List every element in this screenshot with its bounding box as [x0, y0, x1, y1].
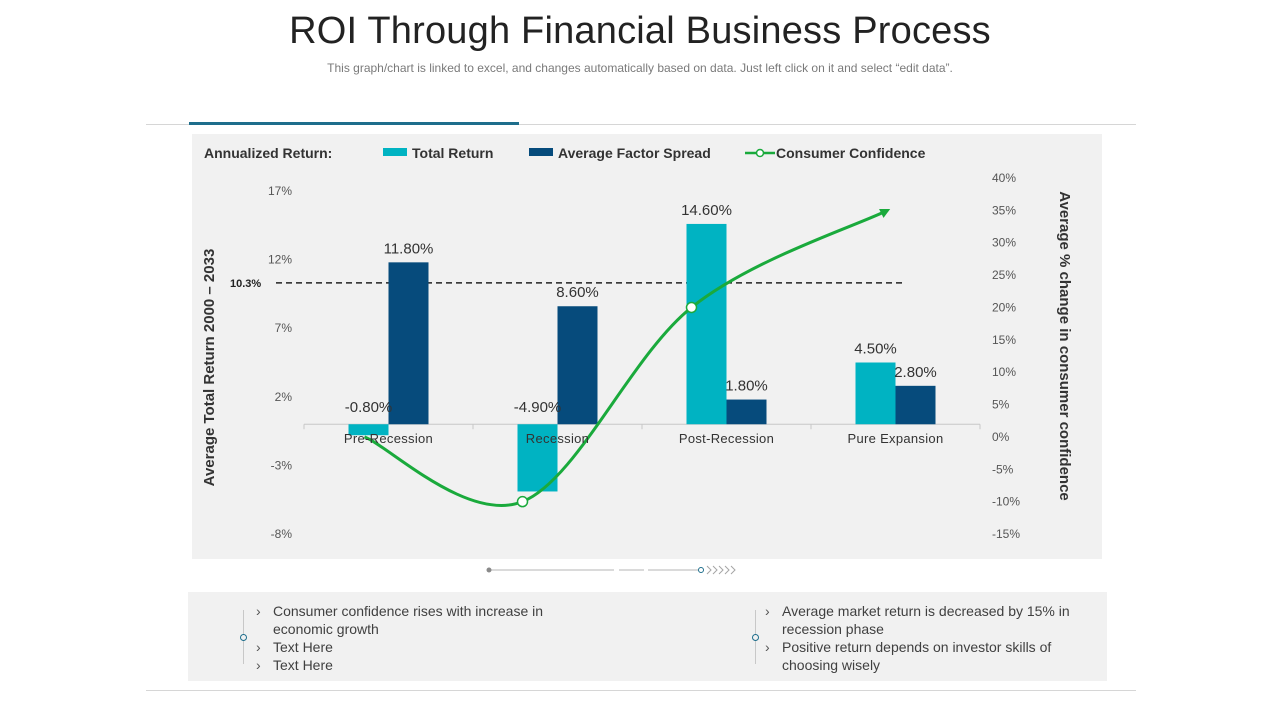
bar — [855, 362, 896, 425]
line-point — [516, 495, 529, 508]
bar-value-label: 4.50% — [854, 341, 897, 358]
confidence-line-group — [363, 208, 891, 508]
list-item: › Text Here — [256, 639, 333, 655]
bar-value-label: 1.80% — [725, 378, 768, 395]
legend-line-marker — [755, 148, 765, 158]
legend-swatch — [383, 148, 407, 156]
chevron-right-icon: › — [256, 639, 261, 655]
reference-line-label: 10.3% — [230, 278, 261, 290]
page-subtitle: This graph/chart is linked to excel, and… — [327, 61, 953, 75]
notes-right-marker — [752, 610, 759, 664]
x-tick-label: Post-Recession — [679, 431, 774, 446]
y-axis-title: Average Total Return 2000 – 2033 — [201, 249, 218, 487]
legend-title: Annualized Return: — [204, 145, 332, 161]
bar — [686, 223, 727, 425]
bottom-divider — [146, 690, 1136, 691]
legend-label: Consumer Confidence — [776, 145, 926, 161]
list-item: › Consumer confidence rises with increas… — [256, 603, 544, 637]
y2-tick-label: -15% — [992, 527, 1020, 541]
notes-left-list: › Consumer confidence rises with increas… — [256, 602, 586, 674]
y2-tick-label: 40% — [992, 171, 1016, 185]
y2-tick-label: 5% — [992, 398, 1010, 412]
bar — [348, 424, 389, 436]
chevron-right-icon: › — [765, 639, 770, 655]
y2-tick-label: -10% — [992, 495, 1020, 509]
list-item: › Text Here — [256, 657, 333, 673]
consumer-confidence-line — [363, 208, 891, 507]
y-tick-label: 12% — [268, 253, 292, 267]
chart-bars — [348, 223, 936, 492]
accent-divider — [189, 122, 519, 125]
chart-legend: Annualized Return: Total Return Average Fa… — [204, 145, 926, 161]
y2-tick-label: 25% — [992, 268, 1016, 282]
chevron-right-icon: › — [765, 603, 770, 619]
bar-value-label: -0.80% — [345, 399, 393, 416]
notes-right-list: › Average market return is decreased by … — [765, 602, 1095, 674]
y2-axis-title: Average % change in consumer confidence — [1056, 191, 1073, 501]
roi-chart: Annualized Return: Total Return Average Fa… — [201, 145, 1073, 541]
bar — [388, 262, 429, 425]
y-tick-label: -8% — [271, 527, 293, 541]
bar-value-label: 8.60% — [556, 284, 599, 301]
y2-tick-label: 35% — [992, 203, 1016, 217]
x-tick-label: Recession — [526, 431, 589, 446]
x-tick-label: Pre-Recession — [344, 431, 433, 446]
page-title: ROI Through Financial Business Process — [289, 10, 991, 52]
notes-left-marker — [240, 610, 247, 664]
y-tick-label: -3% — [271, 458, 293, 472]
legend-label: Average Factor Spread — [558, 145, 711, 161]
line-point — [685, 301, 698, 314]
bar-value-label: 11.80% — [384, 240, 434, 257]
bar-value-label: 2.80% — [894, 364, 937, 381]
legend-swatch — [529, 148, 553, 156]
legend-label: Total Return — [412, 145, 493, 161]
chart-panel: Annualized Return: Total Return Average Fa… — [192, 134, 1102, 559]
y-tick-label: 7% — [275, 321, 293, 335]
y-tick-label: 17% — [268, 184, 292, 198]
top-divider — [146, 124, 1136, 125]
y2-tick-label: 15% — [992, 333, 1016, 347]
chart-labels: -0.80% 11.80% Pre-Recession -4.90% 8.60% Rece… — [344, 202, 944, 446]
list-item: › Average market return is decreased by … — [765, 603, 1070, 637]
y2-tick-label: 30% — [992, 236, 1016, 250]
bar — [895, 385, 936, 425]
y2-tick-label: 20% — [992, 300, 1016, 314]
list-item: › Positive return depends on investor sk… — [765, 639, 1052, 673]
bar — [557, 306, 598, 425]
chart-axes: 17% 12% 7% 2% -3% -8% 40% 35% 30% 25% 20% 15% 10% 5% 0… — [201, 171, 1073, 541]
chevron-right-icon: › — [256, 603, 261, 619]
notes-panel: › Consumer confidence rises with increas… — [188, 592, 1107, 681]
slide-progress-indicator — [486, 565, 736, 575]
bar — [726, 399, 767, 425]
y2-tick-label: -5% — [992, 462, 1014, 476]
bar-value-label: -4.90% — [514, 399, 562, 416]
chevron-right-icon: › — [256, 657, 261, 673]
x-tick-label: Pure Expansion — [848, 431, 944, 446]
y-tick-label: 2% — [275, 390, 293, 404]
y2-tick-label: 0% — [992, 430, 1010, 444]
bar-value-label: 14.60% — [681, 202, 732, 219]
y2-tick-label: 10% — [992, 365, 1016, 379]
